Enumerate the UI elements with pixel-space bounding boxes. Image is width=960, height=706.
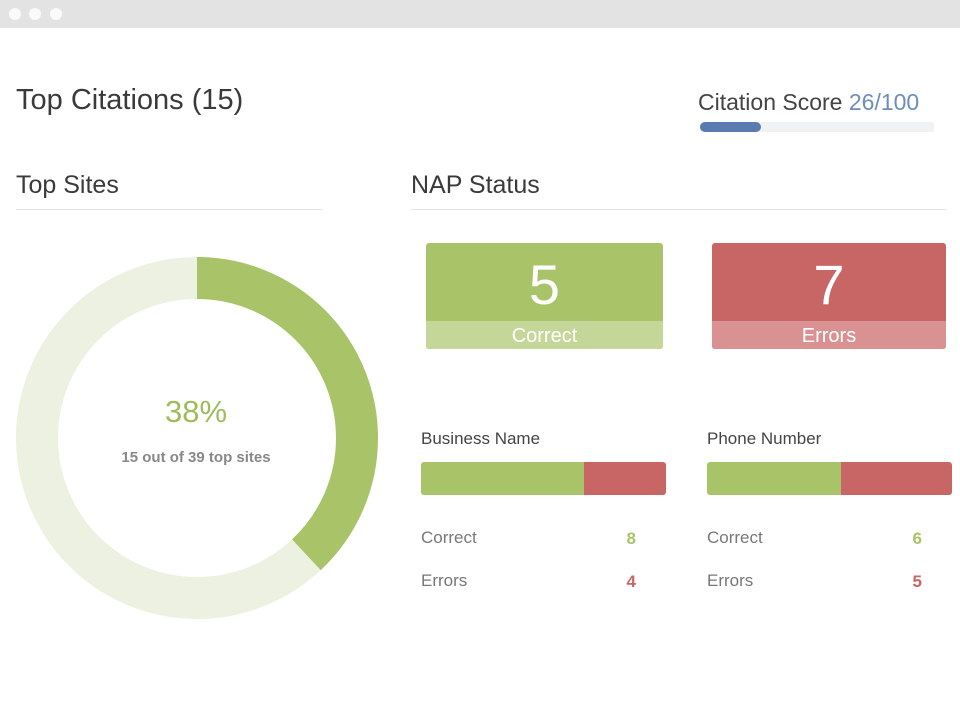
window-zoom-dot[interactable] [50, 8, 62, 20]
window-close-dot[interactable] [9, 8, 21, 20]
nap-errors-count: 7 [813, 253, 845, 316]
top-sites-divider [16, 209, 322, 210]
top-sites-title: Top Sites [16, 171, 119, 199]
nap-errors-card: 7 Errors [712, 243, 946, 349]
phone-number-bar [707, 462, 952, 495]
business-name-bar [421, 462, 666, 495]
business-name-correct-value: 8 [626, 529, 636, 548]
phone-number-errors-value: 5 [912, 572, 922, 591]
phone-number-correct-value: 6 [912, 529, 922, 548]
phone-number-bar-correct [707, 462, 841, 495]
business-name-errors-label: Errors [421, 571, 468, 590]
phone-number-correct-label: Correct [707, 528, 763, 547]
citation-score-value: 26/100 [848, 89, 920, 115]
business-name-errors-value: 4 [626, 572, 636, 591]
citation-score-bar [700, 122, 934, 132]
citation-score: Citation Score 26/100 [698, 89, 919, 116]
nap-status-divider [411, 209, 946, 210]
top-sites-subtitle: 15 out of 39 top sites [121, 449, 271, 466]
phone-number-title: Phone Number [707, 429, 822, 448]
page-title: Top Citations (15) [16, 84, 244, 116]
nap-correct-count: 5 [528, 253, 561, 316]
nap-correct-card: 5 Correct [426, 243, 663, 349]
window-minimize-dot[interactable] [29, 8, 41, 20]
window-titlebar [0, 0, 960, 28]
business-name-title: Business Name [421, 429, 541, 448]
donut-arc [16, 257, 378, 619]
citation-score-bar-fill [700, 122, 761, 132]
phone-number-bar-errors [840, 462, 952, 495]
business-name-bar-errors [584, 462, 666, 495]
business-name-correct-label: Correct [421, 528, 477, 547]
business-name-bar-correct [421, 462, 585, 495]
citation-score-label: Citation Score [698, 89, 843, 115]
top-sites-percent: 38% [164, 394, 228, 429]
nap-errors-label: Errors [712, 321, 946, 349]
nap-correct-label: Correct [426, 321, 663, 349]
nap-status-title: NAP Status [411, 171, 540, 199]
top-sites-donut-chart [16, 257, 378, 619]
phone-number-errors-label: Errors [707, 571, 754, 590]
